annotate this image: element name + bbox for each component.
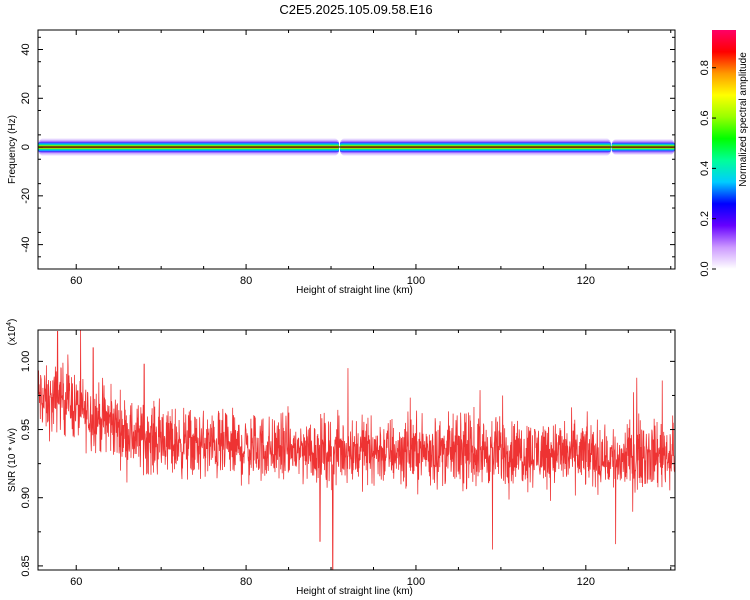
snr-series-line [38,330,675,570]
spectrogram-x-tick-label: 60 [70,275,82,287]
spectrogram-y-axis-label: Frequency (Hz) [7,115,18,184]
snr-x-tick-label: 120 [577,576,595,588]
snr-y-tick-label: 0.95 [20,419,32,440]
colorbar-ticks: 0.0 0.2 0.4 0.6 0.8 [699,60,716,277]
spectrogram-y-tick-label: 40 [20,43,32,55]
spectrogram-y-tick-label: 0 [20,144,32,150]
snr-frame [37,329,676,571]
snr-y-exponent-close: ) [7,319,18,322]
spectrogram-x-ticks: 60 80 100 120 [70,30,672,287]
snr-x-tick-label: 80 [240,576,252,588]
spectrogram-y-tick-label: 20 [20,92,32,104]
colorbar-tick-label: 0.6 [699,110,711,125]
snr-x-ticks: 60 80 100 120 [70,330,672,588]
spectrogram-x-tick-label: 100 [407,275,425,287]
snr-x-tick-label: 100 [407,576,425,588]
snr-y-axis-label: SNR (10 * v/v) [7,428,18,492]
chart-title: C2E5.2025.105.09.58.E16 [279,2,432,17]
spectrogram-band [38,138,675,156]
snr-y-exponent-sup: 4 [6,322,13,326]
snr-y-tick-label: 1.00 [20,351,32,372]
colorbar-tick-label: 0.4 [699,161,711,176]
spectrogram-x-tick-label: 120 [577,275,595,287]
colorbar-tick-label: 0.0 [699,261,711,276]
snr-y-exponent-base: (x10 [7,325,18,345]
colorbar-label: Normalized spectral amplitude [738,52,749,187]
colorbar-tick-label: 0.8 [699,60,711,75]
spectrogram-x-tick-label: 80 [240,275,252,287]
spectrogram-frame [37,29,676,270]
snr-x-axis-label: Height of straight line (km) [296,586,413,597]
snr-panel: 60 80 100 120 0.85 0.90 0.95 1.00 Height of st… [6,319,676,597]
spectrogram-panel: 60 80 100 120 40 20 0 -20 -40 Height of straigh… [7,29,676,296]
spectrogram-y-tick-label: -40 [20,237,32,253]
spectrogram-y-ticks: 40 20 0 -20 -40 [20,36,675,258]
snr-y-exponent: (x104) [6,319,18,346]
colorbar-tick-label: 0.2 [699,211,711,226]
snr-y-tick-label: 0.90 [20,487,32,508]
colorbar: 0.0 0.2 0.4 0.6 0.8 Normalized spectral ampl… [699,30,749,277]
colorbar-scale [712,30,736,269]
snr-y-tick-label: 0.85 [20,555,32,576]
snr-y-ticks: 0.85 0.90 0.95 1.00 [20,351,675,577]
spectrogram-x-axis-label: Height of straight line (km) [296,285,413,296]
snr-x-tick-label: 60 [70,576,82,588]
spectrogram-y-tick-label: -20 [20,188,32,204]
